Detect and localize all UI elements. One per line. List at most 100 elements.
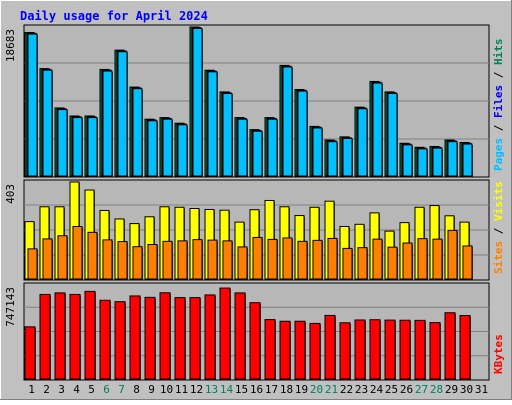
bar-pages-day-27 bbox=[417, 148, 428, 177]
bar-kbytes-day-5 bbox=[84, 290, 96, 380]
bar-sites-day-16 bbox=[252, 236, 263, 280]
x-tick-day-17: 17 bbox=[265, 383, 278, 396]
bar-sites-day-12 bbox=[192, 239, 203, 280]
bar-kbytes-day-20 bbox=[309, 322, 321, 380]
legend-visits: Visits bbox=[492, 181, 505, 221]
bar-pages-day-29 bbox=[447, 141, 458, 177]
bar-kbytes-day-25 bbox=[384, 319, 396, 380]
x-tick-day-31: 31 bbox=[475, 383, 488, 396]
bar-pages-day-25 bbox=[387, 93, 398, 177]
bar-kbytes-day-24 bbox=[369, 319, 381, 380]
bar-sites-day-2 bbox=[42, 238, 53, 280]
bar-sites-day-23 bbox=[357, 247, 368, 280]
bar-pages-day-17 bbox=[267, 118, 278, 177]
bar-pages-day-24 bbox=[372, 82, 383, 177]
x-tick-day-26: 26 bbox=[400, 383, 413, 396]
legend-kbytes: KBytes bbox=[492, 334, 505, 374]
bar-pages-day-5 bbox=[87, 117, 98, 177]
x-tick-day-28: 28 bbox=[430, 383, 443, 396]
bar-sites-day-10 bbox=[162, 240, 173, 280]
x-tick-day-1: 1 bbox=[28, 383, 35, 396]
x-tick-day-27: 27 bbox=[415, 383, 428, 396]
x-tick-day-11: 11 bbox=[175, 383, 188, 396]
bar-kbytes-day-17 bbox=[264, 319, 276, 380]
bar-pages-day-9 bbox=[147, 120, 158, 177]
legend-sites: Sites bbox=[492, 241, 505, 274]
bar-kbytes-day-29 bbox=[444, 312, 456, 380]
x-tick-day-16: 16 bbox=[250, 383, 263, 396]
bar-sites-day-8 bbox=[132, 246, 143, 280]
x-tick-day-29: 29 bbox=[445, 383, 458, 396]
x-tick-day-18: 18 bbox=[280, 383, 293, 396]
panel-right-legend: Pages / Files / Hits bbox=[492, 39, 505, 172]
bar-pages-day-18 bbox=[282, 66, 293, 177]
panel-max-label: 403 bbox=[4, 184, 17, 204]
bar-pages-day-12 bbox=[192, 27, 203, 177]
bar-kbytes-day-12 bbox=[189, 297, 201, 380]
x-tick-day-10: 10 bbox=[160, 383, 173, 396]
bar-pages-day-16 bbox=[252, 130, 263, 177]
chart-panels: 18683 Pages / Files / Hits 403 Sites / Visi… bbox=[4, 24, 505, 381]
bar-sites-day-4 bbox=[72, 226, 83, 280]
bar-sites-day-17 bbox=[267, 238, 278, 280]
bar-sites-day-18 bbox=[282, 237, 293, 280]
bar-kbytes-day-11 bbox=[174, 297, 186, 380]
bar-kbytes-day-28 bbox=[429, 322, 441, 380]
bar-kbytes-day-1 bbox=[24, 326, 36, 380]
bar-pages-day-22 bbox=[342, 137, 353, 177]
bar-kbytes-day-30 bbox=[459, 315, 471, 380]
bar-kbytes-day-2 bbox=[39, 293, 51, 380]
panel-kbytes: 747143 KBytes bbox=[4, 282, 505, 381]
x-tick-day-20: 20 bbox=[310, 383, 323, 396]
x-tick-day-21: 21 bbox=[325, 383, 338, 396]
bar-sites-day-27 bbox=[417, 238, 428, 280]
bar-sites-day-25 bbox=[387, 246, 398, 280]
bar-sites-day-13 bbox=[207, 239, 218, 280]
panel-hits-files-pages: 18683 Pages / Files / Hits bbox=[4, 24, 505, 178]
x-tick-day-15: 15 bbox=[235, 383, 248, 396]
bar-kbytes-day-3 bbox=[54, 292, 66, 380]
bar-kbytes-day-7 bbox=[114, 301, 126, 380]
x-tick-day-23: 23 bbox=[355, 383, 368, 396]
bar-pages-day-26 bbox=[402, 144, 413, 177]
bar-pages-day-30 bbox=[462, 143, 473, 177]
bar-pages-day-21 bbox=[327, 141, 338, 177]
x-tick-day-8: 8 bbox=[133, 383, 140, 396]
bar-pages-day-11 bbox=[177, 124, 188, 177]
bar-pages-day-2 bbox=[42, 69, 53, 177]
bar-kbytes-day-21 bbox=[324, 314, 336, 380]
bar-pages-day-14 bbox=[222, 93, 233, 177]
x-tick-day-13: 13 bbox=[205, 383, 218, 396]
bar-sites-day-30 bbox=[462, 245, 473, 280]
panel-max-label: 747143 bbox=[4, 287, 17, 327]
legend-pages: Pages bbox=[492, 138, 505, 171]
bar-sites-day-22 bbox=[342, 247, 353, 280]
bar-sites-day-6 bbox=[102, 239, 113, 280]
bar-pages-day-4 bbox=[72, 117, 83, 177]
bar-kbytes-day-26 bbox=[399, 319, 411, 380]
bar-sites-day-15 bbox=[237, 246, 248, 280]
bar-pages-day-6 bbox=[102, 70, 113, 177]
x-tick-day-4: 4 bbox=[73, 383, 80, 396]
bar-kbytes-day-27 bbox=[414, 319, 426, 380]
bar-pages-day-10 bbox=[162, 118, 173, 177]
bar-kbytes-day-8 bbox=[129, 295, 141, 380]
bar-sites-day-3 bbox=[57, 235, 68, 280]
x-tick-day-2: 2 bbox=[43, 383, 50, 396]
x-tick-day-25: 25 bbox=[385, 383, 398, 396]
x-tick-day-14: 14 bbox=[220, 383, 234, 396]
bar-sites-day-5 bbox=[87, 231, 98, 280]
bar-pages-day-19 bbox=[297, 90, 308, 177]
legend-files: Files bbox=[492, 85, 505, 118]
bar-sites-day-24 bbox=[372, 238, 383, 280]
bar-sites-day-14 bbox=[222, 240, 233, 280]
legend-separator: / bbox=[492, 65, 505, 85]
bar-pages-day-3 bbox=[57, 109, 68, 177]
bar-pages-day-1 bbox=[27, 33, 38, 177]
x-tick-day-12: 12 bbox=[190, 383, 203, 396]
bar-sites-day-1 bbox=[27, 248, 38, 280]
bar-pages-day-7 bbox=[117, 51, 128, 177]
bar-sites-day-11 bbox=[177, 240, 188, 280]
bar-pages-day-15 bbox=[237, 118, 248, 177]
